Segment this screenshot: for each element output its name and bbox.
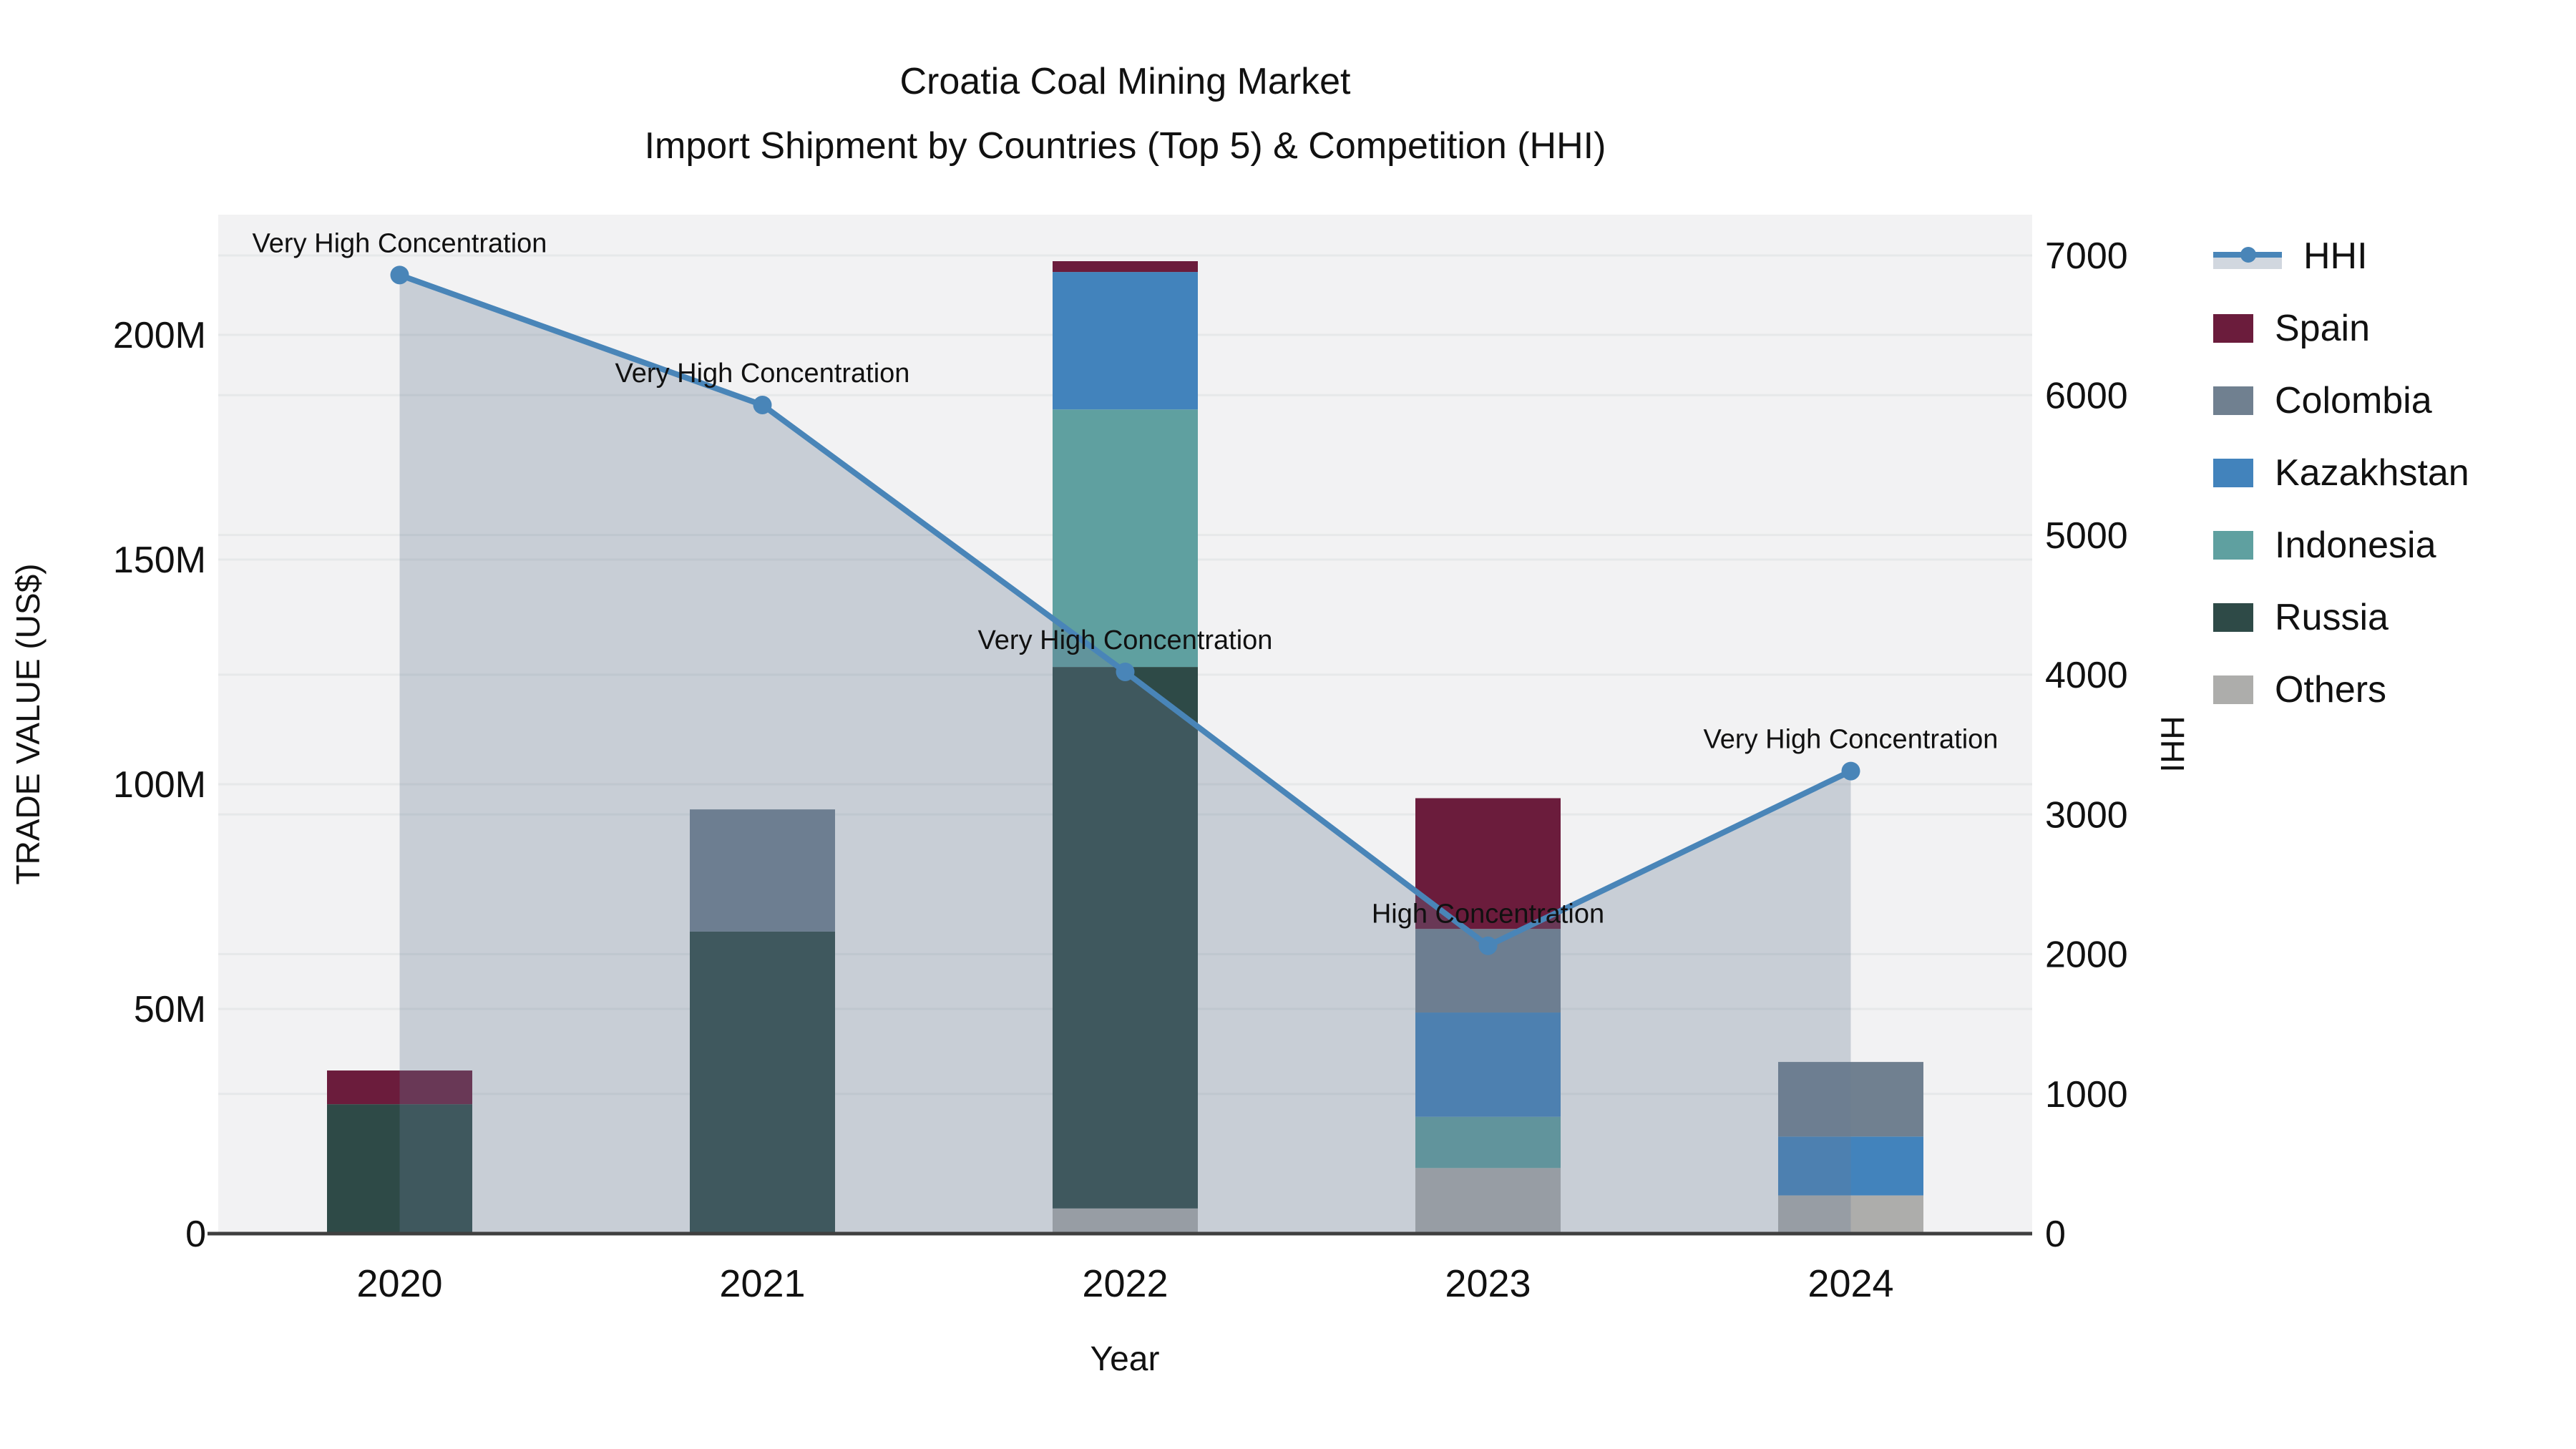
x-axis-tick-label: 2022 [1082, 1262, 1168, 1305]
x-axis-tick-label: 2020 [356, 1262, 442, 1305]
bar-segment-spain [1053, 261, 1198, 273]
x-axis-title: Year [1091, 1340, 1160, 1378]
bar-segment-spain [327, 1070, 472, 1105]
legend-item-colombia: Colombia [2213, 380, 2469, 421]
hhi-line-swatch-icon [2213, 240, 2282, 272]
hhi-annotation: Very High Concentration [1704, 725, 1999, 755]
hhi-marker [390, 265, 409, 285]
plot-layer: 0 50M 100M 150M 200M 0 1000 2000 3000 4000 5000 600… [113, 215, 2128, 1305]
legend: HHI Spain Colombia Kazakhstan Indonesia Russi… [2213, 235, 2469, 711]
hhi-marker-glyph [2240, 247, 2256, 263]
bar-segment-colombia [1778, 1062, 1923, 1137]
hhi-area-fill [399, 275, 1851, 1234]
right-axis-tick-label: 5000 [2045, 515, 2128, 557]
hhi-annotation: Very High Concentration [615, 358, 910, 389]
legend-label-hhi: HHI [2303, 235, 2368, 277]
legend-label-others: Others [2275, 669, 2387, 711]
right-axis-tick-label: 3000 [2045, 794, 2128, 836]
legend-item-others: Others [2213, 669, 2469, 711]
chart-title: Croatia Coal Mining Market Import Shipme… [218, 63, 2032, 165]
legend-item-kazakhstan: Kazakhstan [2213, 452, 2469, 494]
left-axis-title: TRADE VALUE (US$) [9, 563, 47, 884]
legend-swatch-others [2213, 675, 2253, 704]
x-axis-tick-label: 2021 [719, 1262, 805, 1305]
legend-swatch-spain [2213, 314, 2253, 343]
bar-segment-others [1778, 1195, 1923, 1234]
hhi-marker [1841, 761, 1860, 781]
right-axis-title: HHI [2154, 716, 2191, 772]
bar-segment-kazakhstan [1778, 1136, 1923, 1196]
bar-segment-kazakhstan [1415, 1013, 1561, 1117]
left-axis-tick-label: 50M [134, 989, 206, 1030]
right-axis-tick-label: 7000 [2045, 235, 2128, 277]
hhi-marker [1116, 662, 1135, 681]
bar-segment-russia [1053, 667, 1198, 1209]
bar-segment-colombia [690, 809, 835, 932]
left-axis-tick-label: 0 [185, 1214, 206, 1255]
legend-swatch-indonesia [2213, 531, 2253, 560]
x-axis-tick-label: 2024 [1807, 1262, 1893, 1305]
bar-segment-russia [690, 931, 835, 1234]
hhi-annotation: Very High Concentration [978, 625, 1273, 655]
chart-title-line2: Import Shipment by Countries (Top 5) & C… [644, 125, 1606, 167]
right-axis-tick-label: 2000 [2045, 935, 2128, 976]
left-axis-tick-label: 150M [113, 540, 206, 581]
legend-label-kazakhstan: Kazakhstan [2275, 452, 2469, 494]
hhi-annotation: High Concentration [1372, 899, 1604, 930]
bar-segment-indonesia [1415, 1116, 1561, 1169]
bar-segment-russia [327, 1104, 472, 1234]
legend-label-colombia: Colombia [2275, 380, 2432, 421]
legend-label-indonesia: Indonesia [2275, 525, 2436, 566]
bar-segment-indonesia [1053, 409, 1198, 668]
hhi-annotation: Very High Concentration [253, 228, 547, 258]
left-axis-tick-label: 200M [113, 315, 206, 356]
hhi-area-swatch [2213, 256, 2282, 269]
legend-swatch-kazakhstan [2213, 459, 2253, 487]
legend-label-spain: Spain [2275, 308, 2370, 349]
legend-swatch-russia [2213, 603, 2253, 632]
legend-item-spain: Spain [2213, 308, 2469, 349]
chart-title-line1: Croatia Coal Mining Market [899, 61, 1351, 102]
right-axis-tick-label: 4000 [2045, 655, 2128, 696]
legend-item-hhi: HHI [2213, 235, 2469, 277]
left-axis-tick-label: 100M [113, 764, 206, 806]
legend-swatch-colombia [2213, 386, 2253, 415]
right-axis-tick-label: 6000 [2045, 375, 2128, 416]
hhi-marker [1478, 936, 1498, 955]
bar-segment-kazakhstan [1053, 272, 1198, 410]
legend-item-russia: Russia [2213, 597, 2469, 638]
right-axis-tick-label: 1000 [2045, 1074, 2128, 1116]
right-axis-tick-label: 0 [2045, 1214, 2066, 1255]
bar-segment-others [1053, 1208, 1198, 1234]
x-axis-tick-label: 2023 [1445, 1262, 1531, 1305]
legend-label-russia: Russia [2275, 597, 2389, 638]
bar-segment-others [1415, 1168, 1561, 1234]
hhi-marker [753, 395, 772, 414]
legend-item-indonesia: Indonesia [2213, 525, 2469, 566]
